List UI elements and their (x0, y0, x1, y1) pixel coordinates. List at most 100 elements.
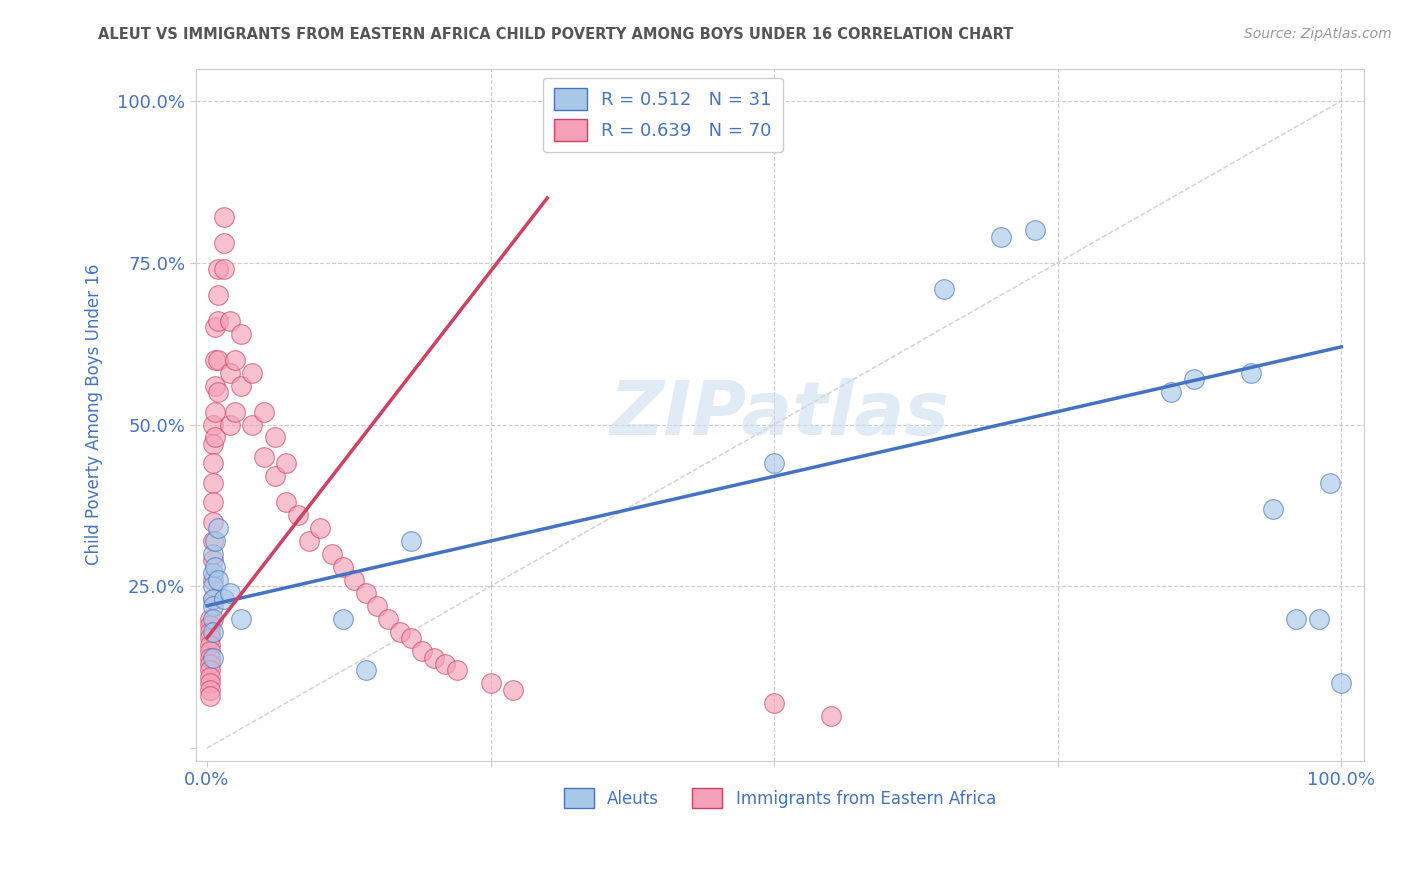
Point (253, 450, 276, 464)
Point (207, 314, 229, 328)
Point (343, 573, 366, 587)
Point (253, 404, 276, 418)
Point (200, 657, 222, 671)
Point (200, 631, 222, 645)
Point (207, 262, 229, 277)
Point (423, 650, 446, 665)
Point (212, 236, 235, 251)
Point (354, 664, 377, 678)
Point (204, 352, 226, 367)
Point (820, 708, 842, 723)
Point (218, 586, 240, 600)
Point (212, 262, 235, 277)
Point (399, 631, 422, 645)
Point (479, 676, 502, 690)
Point (388, 624, 411, 639)
Point (1240, 366, 1263, 380)
Point (264, 430, 287, 444)
Y-axis label: Child Poverty Among Boys Under 16: Child Poverty Among Boys Under 16 (86, 264, 103, 566)
Point (229, 612, 252, 626)
Point (321, 547, 343, 561)
Point (1285, 612, 1308, 626)
Point (201, 437, 224, 451)
Point (200, 624, 222, 639)
Point (332, 612, 354, 626)
Point (934, 282, 956, 296)
Point (201, 592, 224, 607)
Point (201, 495, 224, 509)
Legend: Aleuts, Immigrants from Eastern Africa: Aleuts, Immigrants from Eastern Africa (557, 781, 1002, 815)
Point (218, 417, 240, 432)
Point (1182, 372, 1205, 386)
Point (298, 534, 321, 549)
Point (229, 378, 252, 392)
Point (200, 670, 222, 684)
Point (200, 682, 222, 697)
Point (201, 475, 224, 490)
Point (201, 592, 224, 607)
Point (200, 650, 222, 665)
Point (207, 385, 229, 400)
Point (201, 566, 224, 581)
Text: Source: ZipAtlas.com: Source: ZipAtlas.com (1244, 27, 1392, 41)
Point (309, 521, 332, 535)
Point (446, 664, 468, 678)
Point (201, 515, 224, 529)
Point (1319, 475, 1341, 490)
Point (377, 612, 399, 626)
Point (399, 534, 422, 549)
Point (218, 314, 240, 328)
Point (224, 352, 246, 367)
Point (763, 456, 786, 470)
Point (354, 586, 377, 600)
Point (264, 469, 287, 483)
Point (201, 417, 224, 432)
Point (201, 456, 224, 470)
Point (204, 404, 226, 418)
Point (201, 579, 224, 593)
Point (200, 612, 222, 626)
Point (229, 326, 252, 341)
Point (201, 599, 224, 613)
Point (1308, 612, 1330, 626)
Point (1330, 676, 1353, 690)
Point (201, 650, 224, 665)
Point (204, 320, 226, 334)
Point (201, 547, 224, 561)
Text: ZIPatlas: ZIPatlas (610, 378, 950, 451)
Point (1263, 501, 1285, 516)
Point (201, 573, 224, 587)
Point (434, 657, 457, 671)
Point (200, 644, 222, 658)
Point (276, 495, 298, 509)
Point (207, 352, 229, 367)
Point (200, 664, 222, 678)
Point (207, 521, 229, 535)
Point (224, 404, 246, 418)
Point (201, 553, 224, 567)
Point (1160, 385, 1182, 400)
Point (332, 560, 354, 574)
Point (207, 288, 229, 302)
Point (200, 638, 222, 652)
Point (204, 378, 226, 392)
Point (1024, 223, 1046, 237)
Point (204, 534, 226, 549)
Point (201, 534, 224, 549)
Point (212, 592, 235, 607)
Point (207, 573, 229, 587)
Point (204, 430, 226, 444)
Point (204, 560, 226, 574)
Text: ALEUT VS IMMIGRANTS FROM EASTERN AFRICA CHILD POVERTY AMONG BOYS UNDER 16 CORREL: ALEUT VS IMMIGRANTS FROM EASTERN AFRICA … (98, 27, 1014, 42)
Point (366, 599, 388, 613)
Point (763, 696, 786, 710)
Point (240, 417, 263, 432)
Point (411, 644, 433, 658)
Point (287, 508, 309, 522)
Point (200, 676, 222, 690)
Point (240, 366, 263, 380)
Point (200, 690, 222, 704)
Point (200, 618, 222, 632)
Point (627, 94, 650, 108)
Point (502, 682, 524, 697)
